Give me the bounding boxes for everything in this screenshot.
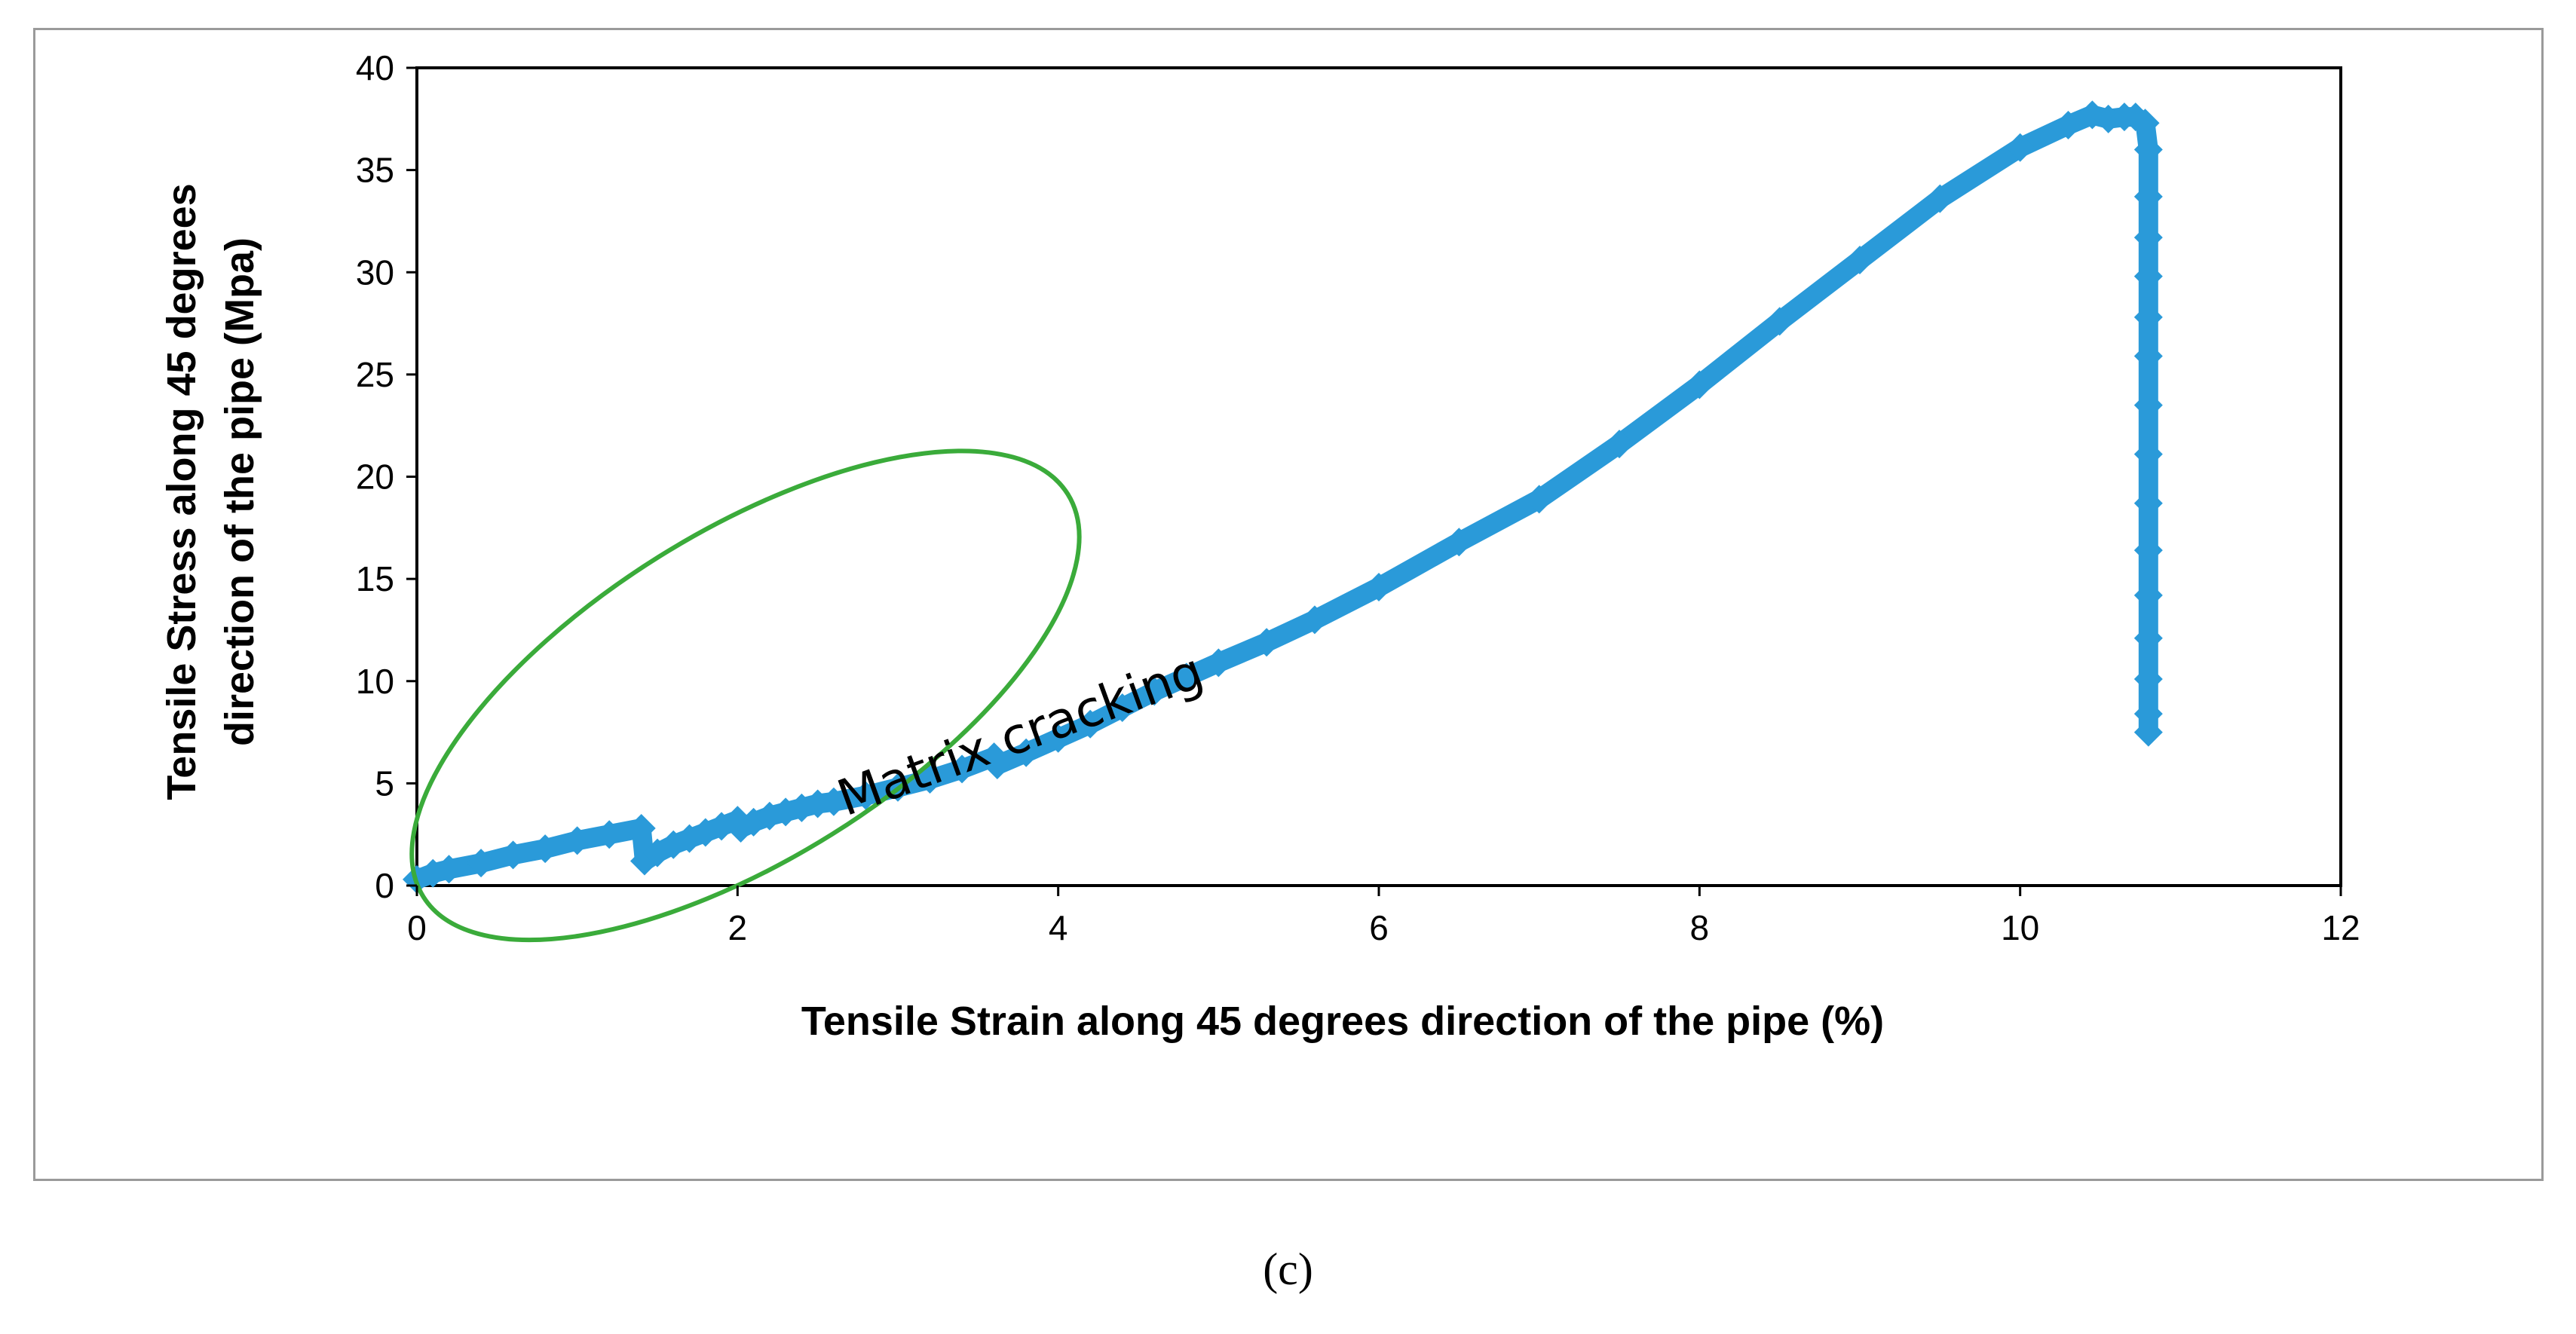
annotation: Matrix cracking [409, 448, 1211, 943]
data-point [2133, 390, 2163, 420]
data-point [595, 820, 624, 849]
data-point [1765, 307, 1794, 336]
data-point [2133, 439, 2163, 469]
data-point [2133, 580, 2163, 610]
y-tick-label: 0 [375, 866, 394, 905]
data-point [1925, 184, 1955, 213]
data-point [1204, 648, 1233, 678]
data-point [1107, 693, 1137, 723]
data-point [2133, 182, 2163, 211]
x-tick-label: 6 [1369, 908, 1389, 947]
data-point [2133, 302, 2163, 332]
data-point [531, 834, 560, 864]
y-tick-label: 15 [356, 559, 394, 598]
data-point [1252, 628, 1282, 657]
data-point [467, 849, 496, 878]
data-point [1172, 662, 1201, 692]
data-point [1140, 677, 1169, 706]
data-point [1524, 485, 1554, 514]
y-tick-label: 5 [375, 763, 394, 803]
data-point [2133, 135, 2163, 164]
data-point [2121, 102, 2150, 132]
stress-strain-chart: Matrix cracking 0 2 4 6 8 10 12 0 5 10 15 20 25 30 35 4… [159, 48, 2360, 1044]
data-point [948, 754, 977, 784]
panel-label: (c) [1263, 1244, 1313, 1294]
data-point [498, 840, 528, 870]
x-tick-label: 2 [728, 908, 748, 947]
y-tick-label: 40 [356, 48, 394, 87]
plot-border [415, 66, 2342, 887]
y-tick-label: 25 [356, 355, 394, 394]
y-tick-label: 35 [356, 151, 394, 190]
x-tick-label: 10 [2001, 908, 2039, 947]
data-point [1444, 528, 1474, 557]
data-point [819, 787, 848, 816]
data-point [2133, 536, 2163, 565]
data-point [626, 814, 656, 843]
data-point [2133, 223, 2163, 252]
y-tick-label: 10 [356, 662, 394, 701]
data-point [1845, 245, 1874, 274]
y-tick-label: 20 [356, 457, 394, 497]
data-point [434, 855, 464, 884]
data-point [2133, 262, 2163, 291]
data-point [1043, 724, 1073, 753]
y-axis-title-line: Tensile Stress along 45 degrees [159, 183, 204, 800]
data-point [1076, 709, 1105, 739]
data-point [1365, 572, 1393, 601]
data-point [2133, 717, 2163, 747]
y-axis-title-line: direction of the pipe (Mpa) [217, 237, 262, 746]
data-point [1685, 370, 1714, 399]
data-point [755, 801, 784, 831]
x-axis-title: Tensile Strain along 45 degrees directio… [801, 999, 1884, 1044]
plot-area [415, 66, 2342, 887]
series-line [407, 105, 2158, 889]
data-point [851, 781, 881, 810]
data-point [1605, 430, 1634, 459]
data-series [403, 100, 2163, 894]
chart-frame: Matrix cracking 0 2 4 6 8 10 12 0 5 10 15 20 25 30 35 4… [33, 28, 2544, 1181]
data-point [562, 826, 592, 855]
x-tick-label: 8 [1690, 908, 1710, 947]
data-point [2130, 109, 2160, 138]
x-tick-label: 12 [2321, 908, 2360, 947]
axes: 0 2 4 6 8 10 12 0 5 10 15 20 25 30 35 40 Tensile Strain … [159, 48, 2360, 1044]
y-tick-label: 30 [356, 252, 394, 292]
data-point [2133, 488, 2163, 518]
data-point [1300, 605, 1329, 635]
annotation-ellipse [409, 448, 1082, 943]
data-point [1012, 738, 1041, 767]
data-point [2133, 623, 2163, 653]
data-point [2005, 133, 2035, 162]
x-tick-label: 0 [407, 908, 427, 947]
x-tick-label: 4 [1049, 908, 1068, 947]
data-point [2133, 699, 2163, 729]
data-point [2133, 665, 2163, 694]
data-point [2054, 110, 2083, 139]
data-point [982, 750, 1012, 779]
data-point [2133, 341, 2163, 371]
